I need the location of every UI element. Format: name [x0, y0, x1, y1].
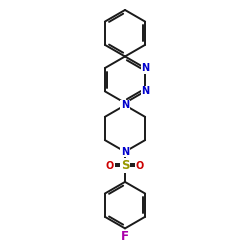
Text: N: N: [141, 86, 149, 96]
Text: N: N: [141, 63, 149, 73]
Text: O: O: [136, 161, 144, 171]
Text: F: F: [121, 230, 129, 242]
Text: O: O: [106, 161, 114, 171]
Text: N: N: [121, 147, 129, 157]
Text: S: S: [121, 159, 129, 172]
Text: N: N: [121, 100, 129, 110]
